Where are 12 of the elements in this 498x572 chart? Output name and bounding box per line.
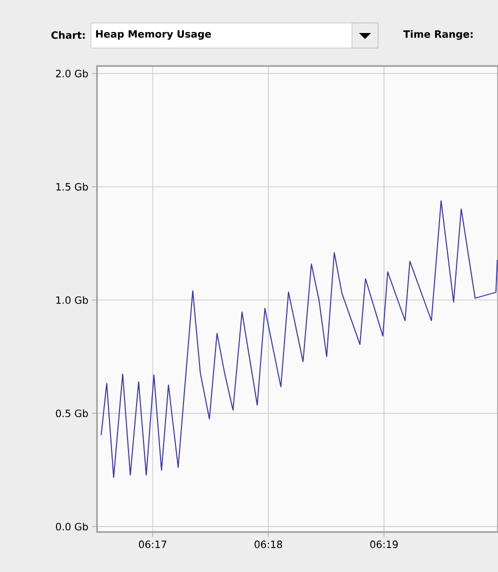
line-series — [100, 200, 498, 478]
x-tick-label: 06:19 — [370, 540, 398, 548]
text: Chart: — [51, 31, 85, 39]
x-tick-label: 06:18 — [254, 540, 282, 548]
y-tick-label: 1.0 Gb — [56, 296, 88, 304]
y-tick-label: 2.0 Gb — [56, 70, 88, 78]
text: Time Range: — [403, 30, 473, 40]
chart-title: Heap Memory Usage — [96, 30, 211, 40]
y-tick-label: 0.5 Gb — [56, 409, 88, 418]
x-tick-label: 06:17 — [138, 540, 166, 548]
y-tick-label: 1.5 Gb — [56, 182, 88, 191]
y-tick-label: 0.0 Gb — [56, 522, 88, 530]
